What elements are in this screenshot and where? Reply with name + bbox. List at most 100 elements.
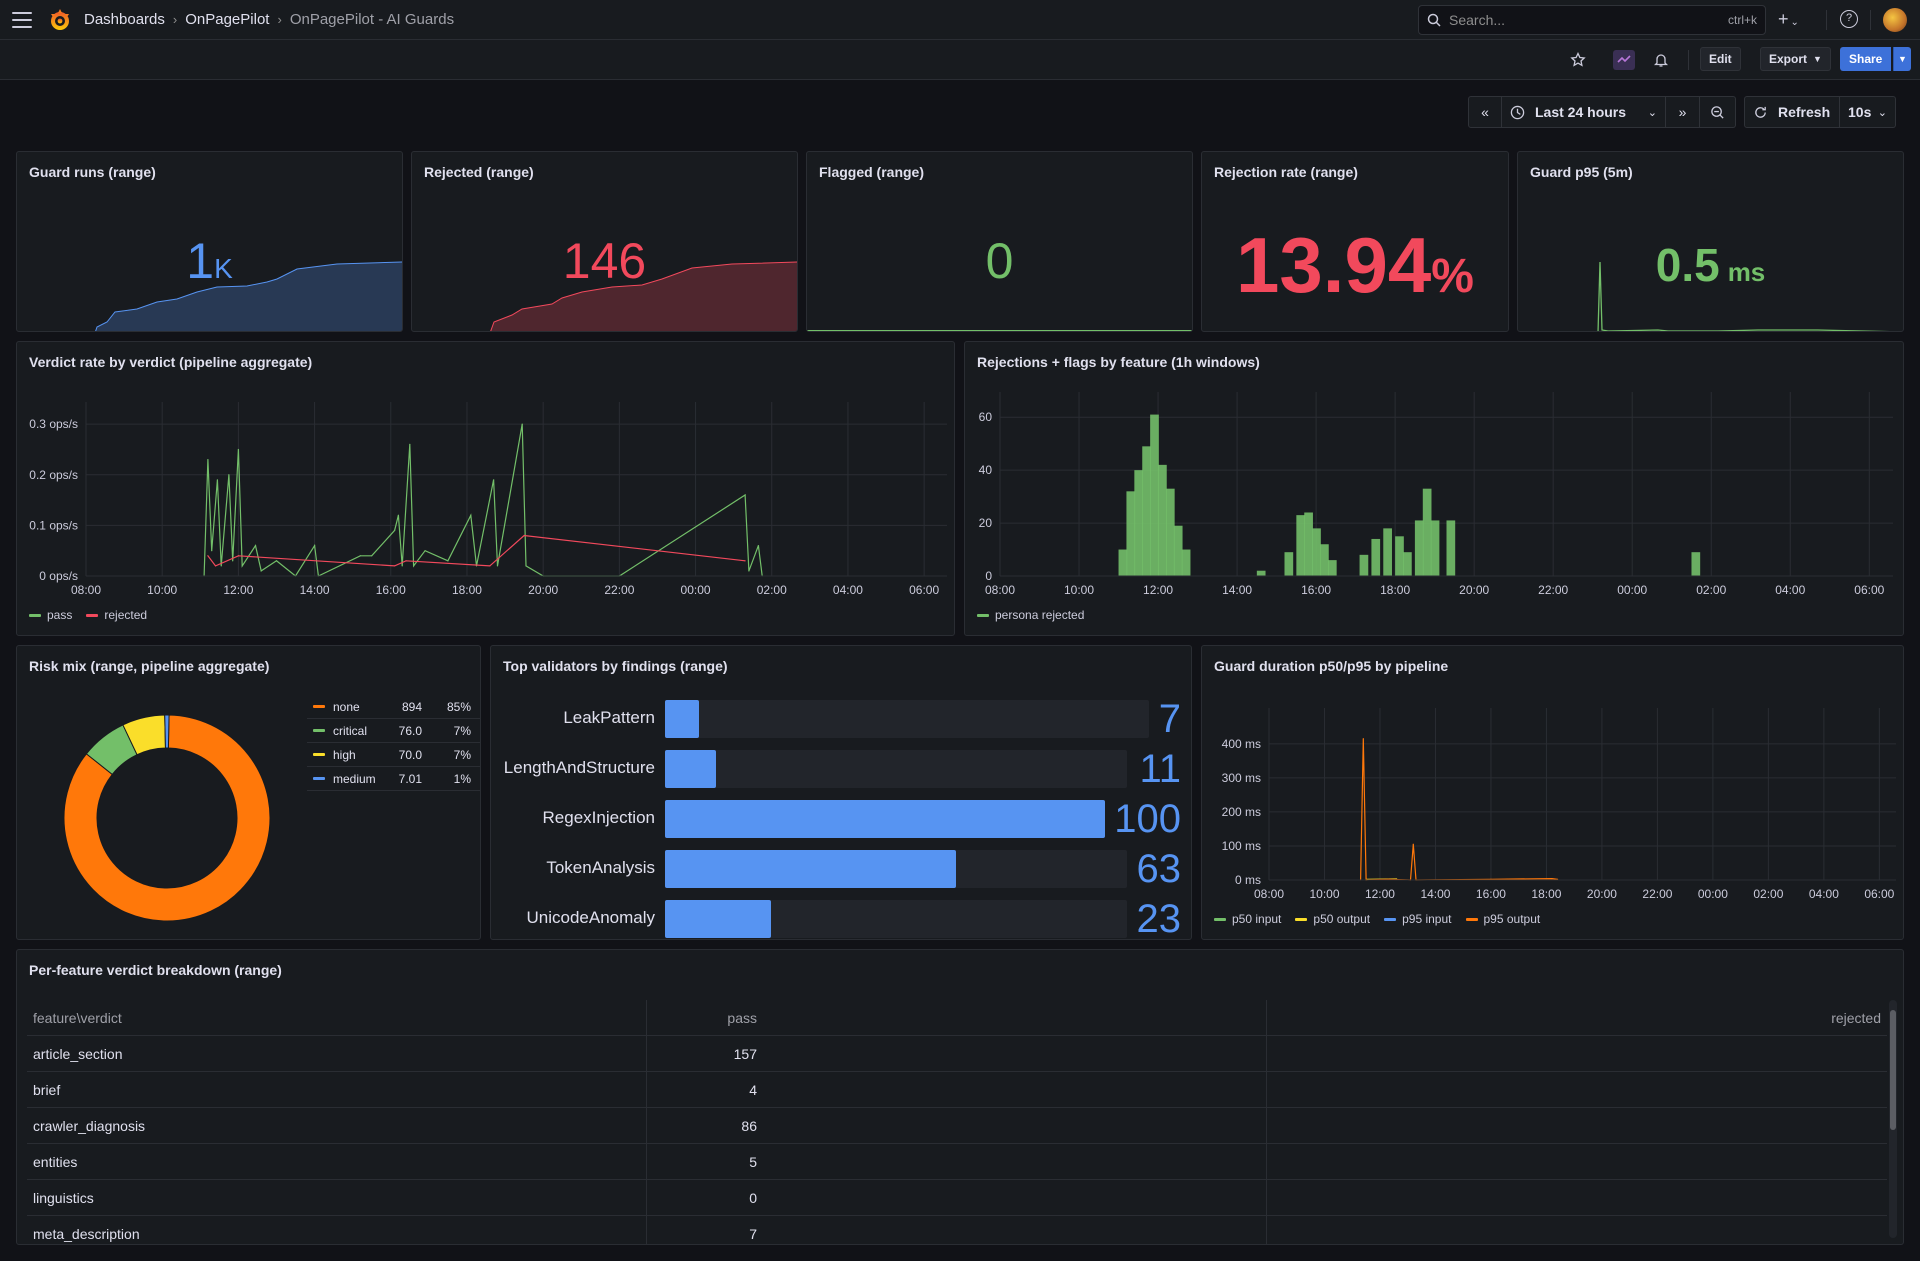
- time-shift-back-button[interactable]: «: [1468, 96, 1502, 128]
- edit-button[interactable]: Edit: [1700, 47, 1741, 71]
- y-tick-label: 0.2 ops/s: [29, 468, 78, 482]
- stat-panel-flagged[interactable]: Flagged (range) 0: [806, 151, 1193, 332]
- legend-row-none[interactable]: none 894 85%: [307, 695, 480, 719]
- time-shift-forward-button[interactable]: »: [1666, 96, 1700, 128]
- star-icon[interactable]: [1568, 50, 1588, 70]
- grafana-logo-icon[interactable]: [48, 8, 72, 32]
- panel-title: Flagged (range): [819, 164, 925, 180]
- table-row[interactable]: brief 4: [27, 1072, 1887, 1108]
- scrollbar-thumb[interactable]: [1890, 1010, 1896, 1130]
- x-tick-label: 08:00: [71, 583, 101, 597]
- table-row[interactable]: linguistics 0: [27, 1180, 1887, 1216]
- risk-mix-legend: none 894 85% critical 76.0 7% high 70.0 …: [307, 695, 480, 791]
- y-tick-label: 0.3 ops/s: [29, 417, 78, 431]
- legend-label: p50 output: [1313, 912, 1371, 926]
- y-tick-label: 200 ms: [1222, 805, 1261, 819]
- legend-label: critical: [333, 724, 368, 738]
- x-tick-label: 08:00: [985, 583, 1015, 597]
- bar-row[interactable]: LengthAndStructure 11: [491, 747, 1191, 791]
- table-scrollbar[interactable]: [1889, 1000, 1897, 1238]
- bar: [1142, 446, 1151, 576]
- user-avatar[interactable]: [1883, 8, 1907, 32]
- validators-bar-gauge: LeakPattern 7 LengthAndStructure 11 RegexI…: [491, 690, 1191, 939]
- panel-verdict-rate[interactable]: Verdict rate by verdict (pipeline aggreg…: [16, 341, 955, 636]
- bar-label: LeakPattern: [563, 708, 655, 727]
- table-row[interactable]: crawler_diagnosis 86: [27, 1108, 1887, 1144]
- bell-icon[interactable]: [1651, 50, 1671, 70]
- share-dropdown-button[interactable]: ▼: [1893, 47, 1911, 71]
- data-point: [260, 570, 262, 572]
- bar-row[interactable]: UnicodeAnomaly 23: [491, 897, 1191, 939]
- legend-item-p50-output[interactable]: p50 output: [1295, 912, 1370, 926]
- time-range-picker[interactable]: Last 24 hours ⌄: [1502, 96, 1666, 128]
- data-point: [748, 570, 750, 572]
- legend-item-p50-input[interactable]: p50 input: [1214, 912, 1281, 926]
- data-point: [523, 534, 525, 537]
- bar: [1414, 520, 1424, 576]
- plus-icon: +: [1778, 9, 1789, 29]
- column-header-pass[interactable]: pass: [727, 1009, 757, 1026]
- legend-item-p95-output[interactable]: p95 output: [1465, 912, 1540, 926]
- sparkline: [95, 261, 402, 331]
- y-tick-label: 100 ms: [1222, 839, 1261, 853]
- export-button[interactable]: Export ▼: [1760, 47, 1831, 71]
- data-point: [1551, 878, 1553, 880]
- bar: [1256, 570, 1266, 576]
- search-icon: [1427, 13, 1441, 27]
- clock-icon: [1510, 105, 1525, 119]
- breadcrumb-dashboards[interactable]: Dashboards: [84, 11, 165, 28]
- bar-row[interactable]: RegexInjection 100: [491, 797, 1191, 841]
- legend-row-high[interactable]: high 70.0 7%: [307, 743, 480, 767]
- y-tick-label: 0.1 ops/s: [29, 518, 78, 532]
- search-input[interactable]: Search... ctrl+k: [1418, 5, 1766, 35]
- legend-value: 7.01: [398, 772, 422, 786]
- table-row[interactable]: entities 5: [27, 1144, 1887, 1180]
- x-tick-label: 16:00: [376, 583, 406, 597]
- bar-row[interactable]: TokenAnalysis 63: [491, 847, 1191, 891]
- stat-panel-rejected[interactable]: Rejected (range) 146: [411, 151, 798, 332]
- column-header-rejected[interactable]: rejected: [1831, 1009, 1881, 1026]
- legend-item-pass[interactable]: pass: [29, 608, 72, 622]
- time-range-label: Last 24 hours: [1535, 104, 1627, 120]
- panel-verdict-breakdown[interactable]: Per-feature verdict breakdown (range) fe…: [16, 949, 1904, 1245]
- data-point: [393, 529, 396, 532]
- bar: [1304, 512, 1313, 576]
- table-row[interactable]: meta_description 7: [27, 1216, 1887, 1244]
- column-header-feature[interactable]: feature\verdict: [33, 1009, 122, 1026]
- bar-track: [665, 750, 1127, 788]
- insights-icon[interactable]: [1613, 50, 1635, 70]
- legend-item-rejected[interactable]: rejected: [86, 608, 147, 622]
- breadcrumb-folder[interactable]: OnPagePilot: [185, 11, 270, 28]
- legend-percent: 7%: [453, 724, 471, 738]
- panel-top-validators[interactable]: Top validators by findings (range) LeakP…: [490, 645, 1192, 940]
- share-button[interactable]: Share: [1840, 47, 1892, 71]
- refresh-interval-picker[interactable]: 10s ⌄: [1840, 96, 1896, 128]
- legend-item-p95-input[interactable]: p95 input: [1384, 912, 1452, 926]
- y-tick-label: 0 ops/s: [39, 569, 78, 583]
- stat-panel-rejection-rate[interactable]: Rejection rate (range) 13.94%: [1201, 151, 1509, 332]
- help-icon[interactable]: ?: [1840, 10, 1858, 28]
- panel-guard-duration[interactable]: Guard duration p50/p95 by pipeline 0 ms 1…: [1201, 645, 1904, 940]
- legend-row-medium[interactable]: medium 7.01 1%: [307, 767, 480, 791]
- menu-icon[interactable]: [12, 12, 32, 28]
- panel-risk-mix[interactable]: Risk mix (range, pipeline aggregate) non…: [16, 645, 481, 940]
- panel-rejections-by-feature[interactable]: Rejections + flags by feature (1h window…: [964, 341, 1904, 636]
- zoom-out-button[interactable]: [1700, 96, 1736, 128]
- table-row[interactable]: article_section 157: [27, 1036, 1887, 1072]
- x-tick-label: 22:00: [1538, 583, 1568, 597]
- cell-feature: meta_description: [33, 1225, 140, 1242]
- verdict-rate-chart: 0 ops/s 0.1 ops/s 0.2 ops/s 0.3 ops/s 08:00 1…: [29, 402, 947, 597]
- legend-item-persona-rejected[interactable]: persona rejected: [977, 608, 1084, 622]
- bar-row[interactable]: LeakPattern 7: [491, 697, 1191, 741]
- legend-row-critical[interactable]: critical 76.0 7%: [307, 719, 480, 743]
- stat-panel-guard-p95[interactable]: Guard p95 (5m) 0.5 ms: [1517, 151, 1904, 332]
- bar: [1359, 554, 1369, 576]
- stat-panel-guard-runs[interactable]: Guard runs (range) 1K: [16, 151, 403, 332]
- rejections-by-feature-chart: 0 20 40 60 08:00 10:00 12:00 14:00 16:00 18:00 20:…: [979, 392, 1893, 597]
- bar: [1327, 560, 1337, 576]
- refresh-button[interactable]: Refresh: [1744, 96, 1840, 128]
- add-new-button[interactable]: + ⌄: [1778, 9, 1799, 30]
- legend-label: p95 input: [1402, 912, 1452, 926]
- x-tick-label: 04:00: [1775, 583, 1805, 597]
- series-line: [1360, 738, 1558, 881]
